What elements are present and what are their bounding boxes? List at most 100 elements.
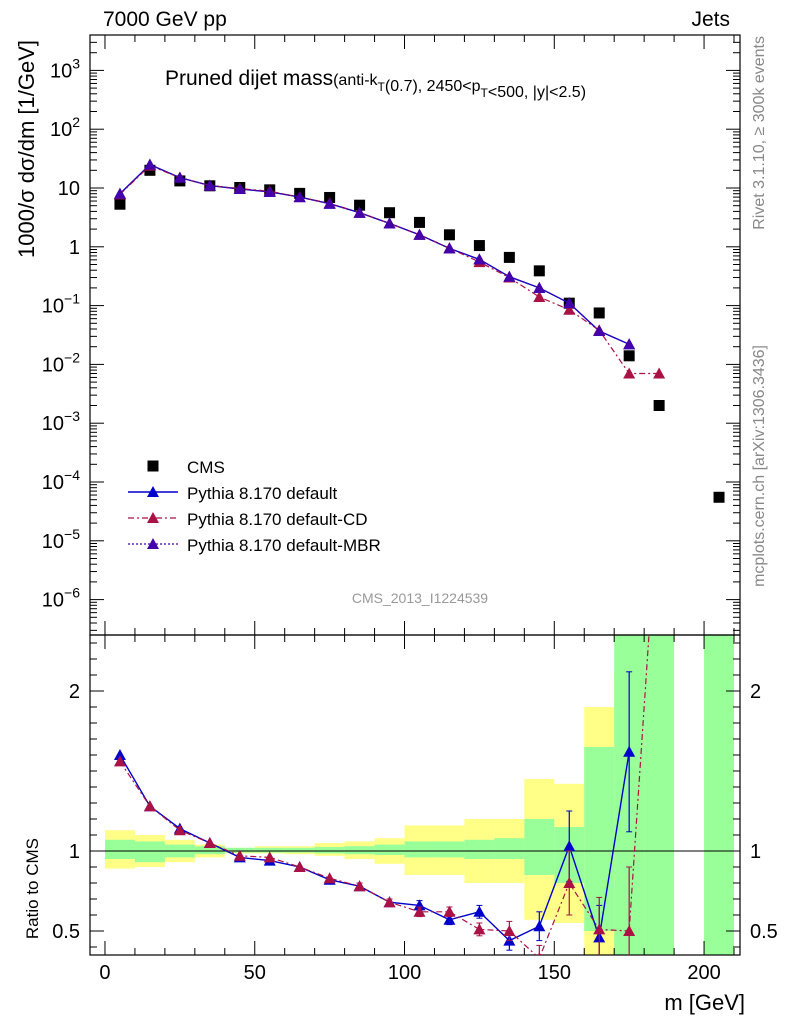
ratio-point (233, 849, 246, 861)
ratio-point (353, 880, 366, 892)
ratio-point (293, 861, 306, 872)
y-tick-label: 10−3 (42, 408, 80, 435)
chart-legend: CMS Pythia 8.170 default Pythia 8.170 defa… (128, 458, 381, 555)
analysis-watermark: CMS_2013_I1224539 (352, 590, 488, 606)
series-point (233, 183, 246, 195)
ratio-point (173, 824, 186, 836)
ratio-point (537, 952, 541, 955)
series-point (143, 158, 156, 170)
band-green (434, 841, 465, 858)
band-green (524, 819, 555, 875)
y-tick-label: 10−5 (42, 526, 80, 553)
series-point (293, 191, 306, 203)
ratio-point (623, 925, 636, 936)
band-green (284, 847, 315, 853)
legend-marker (147, 512, 159, 523)
ratio-point (443, 913, 456, 925)
ratio-point (383, 896, 396, 908)
series-point (263, 185, 276, 197)
series-line (119, 163, 630, 345)
series-point (353, 206, 366, 218)
band-green (104, 839, 135, 859)
band-green (314, 847, 345, 854)
ratio-y-tick-label-right: 0.5 (750, 921, 778, 943)
x-tick-label: 100 (388, 962, 421, 984)
ratio-point (623, 745, 636, 757)
ratio-point (203, 837, 216, 848)
ratio-y-tick-label: 0.5 (52, 921, 80, 943)
ratio-point (533, 920, 546, 932)
series-point (413, 228, 426, 240)
series-point (443, 242, 456, 254)
ratio-y-tick-label-right: 2 (750, 681, 761, 703)
header-right: Jets (691, 8, 730, 31)
band-green (494, 838, 525, 859)
ratio-y-tick-label-right: 1 (750, 841, 761, 863)
main-y-axis-label: 1000/σ dσ/dm [1/GeV] (14, 40, 39, 258)
main-panel-series (113, 158, 725, 503)
series-point (563, 297, 576, 309)
x-tick-label: 0 (99, 962, 110, 984)
plot-frames (89, 34, 741, 956)
band-green (704, 635, 735, 955)
y-tick-label: 10−2 (42, 349, 80, 376)
ratio-panel-frame (89, 634, 741, 956)
ratio-point (413, 899, 426, 911)
cms-point (413, 216, 425, 228)
rivet-label: Rivet 3.1.10, ≥ 300k events (751, 36, 768, 230)
series-point (533, 281, 546, 293)
ratio-point (563, 877, 576, 888)
series-point (473, 253, 486, 265)
y-tick-label: 1 (69, 237, 80, 259)
band-green (464, 839, 495, 859)
mcplots-label: mcplots.cern.ch [arXiv:1306.3436] (751, 345, 768, 587)
y-tick-label: 102 (50, 114, 80, 141)
cms-point (533, 265, 545, 277)
series-point (533, 291, 546, 303)
series-point (323, 197, 336, 209)
series-point (623, 338, 636, 350)
band-green (374, 844, 405, 855)
ratio-point (113, 749, 126, 760)
band-green (134, 841, 165, 863)
ratio-point (413, 905, 426, 917)
ratio-point (113, 755, 126, 767)
axis-ticks: 0 50 100 150 200 10 1 103 102 10−1 10−2 10−3 10−4 10−… (42, 34, 778, 984)
y-tick-label: 10 (58, 178, 80, 200)
cms-point (713, 491, 725, 503)
x-tick-label: 200 (687, 962, 720, 984)
cms-point (653, 399, 665, 411)
series-point (593, 324, 606, 336)
y-tick-label: 10−6 (42, 585, 80, 612)
band-green (344, 846, 375, 855)
x-axis-label: m [GeV] (664, 990, 745, 1015)
ratio-point (443, 905, 456, 917)
series-point (563, 303, 576, 315)
ratio-y-tick-label: 1 (69, 841, 80, 863)
ratio-panel-series (113, 635, 650, 955)
series-point (113, 187, 126, 199)
series-point (383, 217, 396, 229)
ratio-point (473, 905, 486, 917)
y-tick-label: 10−1 (42, 291, 80, 318)
legend-label: Pythia 8.170 default-MBR (187, 536, 381, 555)
x-tick-label: 50 (244, 962, 266, 984)
chart-title: Pruned dijet mass(anti-kT(0.7), 2450<pT<… (165, 67, 586, 101)
series-point (653, 367, 666, 379)
band-green (404, 841, 435, 858)
series-point (203, 179, 216, 191)
series-line (119, 164, 660, 375)
legend-label: CMS (187, 458, 225, 477)
y-tick-label: 103 (50, 55, 80, 82)
legend-marker (147, 486, 159, 497)
header-left: 7000 GeV pp (103, 8, 227, 31)
ratio-point (563, 840, 576, 852)
ratio-point (323, 872, 336, 884)
ratio-y-axis-label: Ratio to CMS (23, 838, 42, 939)
chart-labels: Pruned dijet mass(anti-kT(0.7), 2450<pT<… (14, 36, 768, 1015)
series-line (119, 163, 630, 345)
cms-point (503, 251, 515, 263)
ratio-point (503, 925, 516, 936)
cms-point (593, 307, 605, 319)
